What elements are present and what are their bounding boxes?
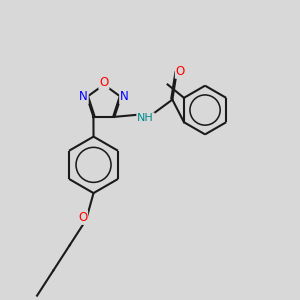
Text: O: O bbox=[78, 211, 87, 224]
Text: NH: NH bbox=[137, 113, 154, 123]
Text: N: N bbox=[79, 90, 88, 104]
Text: O: O bbox=[99, 76, 109, 89]
Text: N: N bbox=[120, 90, 129, 104]
Text: O: O bbox=[176, 65, 185, 78]
